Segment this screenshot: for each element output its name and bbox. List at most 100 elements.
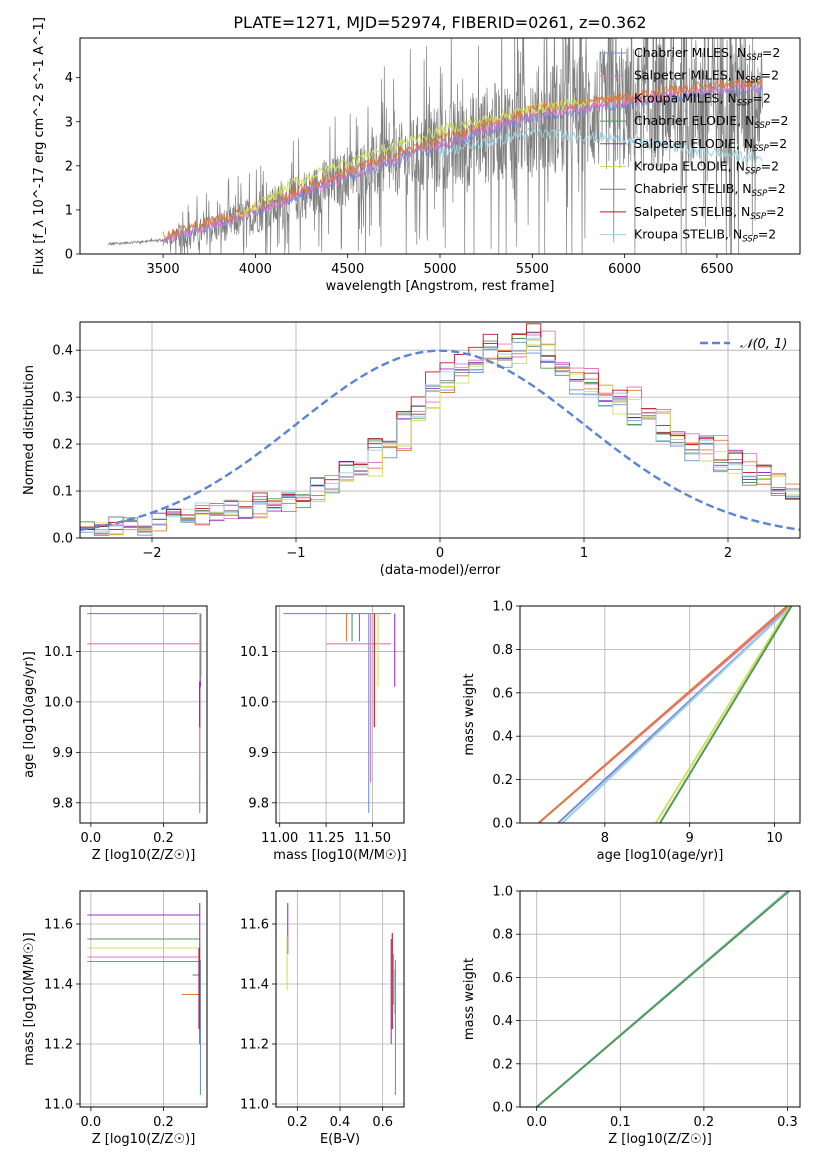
panel-residuals: −2 −1 0 1 2 0.0 0.1 0.2 0.3 0.4 (data-model)/error…	[22, 321, 801, 578]
x-axis-label: Z [log10(Z/Z☉)]	[92, 848, 196, 863]
axes-frame	[79, 37, 801, 255]
gaussian-curve	[80, 349, 800, 531]
x-tick-label: 4000	[239, 262, 272, 277]
legend-label: Salpeter ELODIE, NSSP=2	[634, 136, 787, 154]
x-tick-label: 11.25	[307, 831, 344, 846]
y-tick-label: 1	[65, 203, 73, 218]
axes-frame	[519, 605, 801, 824]
x-tick-label: 10	[766, 831, 783, 846]
y-tick-label: 11.4	[44, 978, 73, 993]
y-tick-label: 9.8	[248, 796, 269, 811]
legend-label: Kroupa MILES, NSSP=2	[634, 90, 771, 108]
cdf-line-kroupa-elodie	[654, 606, 791, 823]
y-axis-label: Normed distribution	[22, 365, 37, 495]
plot-layer: 3500 4000 4500 5000 5500 6000 6500 0 1 2 3 4 wavelen…	[22, 17, 801, 1147]
y-tick-label: 0.0	[52, 532, 73, 547]
panel-mass_vs_Z: 0.0 0.2 11.0 11.2 11.4 11.6 Z [log10(Z/Z☉)] mas…	[22, 890, 208, 1147]
x-tick-label: 0.2	[153, 1115, 174, 1130]
legend-label: 𝒩(0, 1)	[740, 337, 787, 352]
plot-area	[80, 323, 800, 536]
y-tick-label: 0.4	[492, 1014, 513, 1029]
x-axis-label: E(B-V)	[320, 1132, 360, 1147]
y-tick-label: 0.4	[52, 344, 73, 359]
axes-frame	[79, 321, 801, 539]
x-tick-label: 8	[601, 831, 609, 846]
x-tick-label: 9	[686, 831, 694, 846]
x-axis-label: (data-model)/error	[380, 563, 501, 578]
plot-area	[536, 891, 790, 1107]
x-tick-label: 0.0	[81, 1115, 102, 1130]
y-tick-label: 9.9	[248, 746, 269, 761]
legend-label: Kroupa STELIB, NSSP=2	[634, 227, 776, 245]
y-tick-label: 11.2	[240, 1038, 269, 1053]
y-axis-label: mass [log10(M/M☉)]	[22, 932, 37, 1065]
x-axis-label: age [log10(age/yr)]	[597, 848, 724, 863]
x-tick-label: 0.4	[330, 1115, 351, 1130]
panel-spectrum: 3500 4000 4500 5000 5500 6000 6500 0 1 2 3 4 wavelen…	[32, 17, 801, 294]
legend-label: Chabrier MILES, NSSP=2	[634, 45, 780, 63]
y-tick-label: 0.6	[492, 971, 513, 986]
y-tick-label: 0.2	[492, 773, 513, 788]
y-tick-label: 10.1	[44, 645, 73, 660]
axes-frame	[79, 890, 208, 1108]
plot-area	[283, 613, 396, 813]
cdf-line-chabrier-elodie	[659, 606, 793, 823]
x-tick-label: 0.2	[153, 831, 174, 846]
y-tick-label: 10.0	[44, 695, 73, 710]
legend-label: Salpeter STELIB, NSSP=2	[634, 204, 784, 222]
y-tick-label: 0.0	[492, 817, 513, 832]
x-tick-label: 4500	[331, 262, 364, 277]
x-tick-label: 5000	[423, 262, 456, 277]
x-tick-label: 1	[580, 546, 588, 561]
y-axis-label: mass weight	[462, 673, 477, 755]
y-tick-label: 11.2	[44, 1038, 73, 1053]
y-tick-label: 11.6	[44, 918, 73, 933]
x-tick-label: −2	[142, 546, 161, 561]
axes-frame	[275, 890, 405, 1108]
x-tick-label: 0.0	[526, 1115, 547, 1130]
y-tick-label: 0.2	[492, 1057, 513, 1072]
x-axis-label: Z [log10(Z/Z☉)]	[608, 1132, 712, 1147]
y-tick-label: 3	[65, 115, 73, 130]
panel-age_vs_mass: 11.00 11.25 11.50 9.8 9.9 10.0 10.1 mass [log10…	[240, 605, 407, 863]
legend-label: Chabrier STELIB, NSSP=2	[634, 181, 786, 199]
x-tick-label: −1	[286, 546, 305, 561]
y-tick-label: 1.0	[492, 600, 513, 615]
y-tick-label: 11.6	[240, 918, 269, 933]
y-axis-label: Flux [f_λ 10^-17 erg cm^-2 s^-1 A^-1]	[32, 17, 47, 275]
x-tick-label: 6500	[700, 262, 733, 277]
plot-area	[87, 903, 202, 1095]
x-tick-label: 0	[436, 546, 444, 561]
panel-mass_vs_ebv: 0.2 0.4 0.6 11.0 11.2 11.4 11.6 E(B-V)	[240, 890, 405, 1147]
x-axis-label: mass [log10(M/M☉)]	[273, 848, 406, 863]
x-tick-label: 11.50	[354, 831, 391, 846]
panel-weight_vs_age: 8 9 10 0.0 0.2 0.4 0.6 0.8 1.0 age [log10(age/yr)…	[462, 600, 801, 863]
axes-frame	[519, 890, 801, 1108]
y-tick-label: 1.0	[492, 885, 513, 900]
y-tick-label: 0.1	[52, 485, 73, 500]
x-axis-label: Z [log10(Z/Z☉)]	[92, 1132, 196, 1147]
y-tick-label: 10.1	[240, 645, 269, 660]
y-tick-label: 0.3	[52, 391, 73, 406]
x-tick-label: 3500	[147, 262, 180, 277]
y-tick-label: 0.0	[492, 1101, 513, 1116]
plot-area	[87, 613, 202, 813]
plot-area	[538, 606, 793, 823]
x-tick-label: 0.6	[372, 1115, 393, 1130]
cdf-line-chabrier-elodie	[536, 891, 790, 1107]
y-tick-label: 4	[65, 71, 73, 86]
y-tick-label: 10.0	[240, 695, 269, 710]
legend-label: Chabrier ELODIE, NSSP=2	[634, 113, 789, 131]
x-tick-label: 5500	[516, 262, 549, 277]
y-tick-label: 0.2	[52, 438, 73, 453]
data-spectrum-line	[107, 38, 764, 254]
y-axis-label: age [log10(age/yr)]	[22, 651, 37, 778]
y-tick-label: 0	[65, 248, 73, 263]
x-axis-label: wavelength [Angstrom, rest frame]	[326, 279, 555, 294]
model-line-kroupa-elodie	[236, 97, 588, 219]
y-axis-label: mass weight	[462, 958, 477, 1040]
y-tick-label: 0.6	[492, 686, 513, 701]
plot-area	[286, 903, 397, 1095]
cdf-line-kroupa-stelib	[561, 606, 793, 823]
